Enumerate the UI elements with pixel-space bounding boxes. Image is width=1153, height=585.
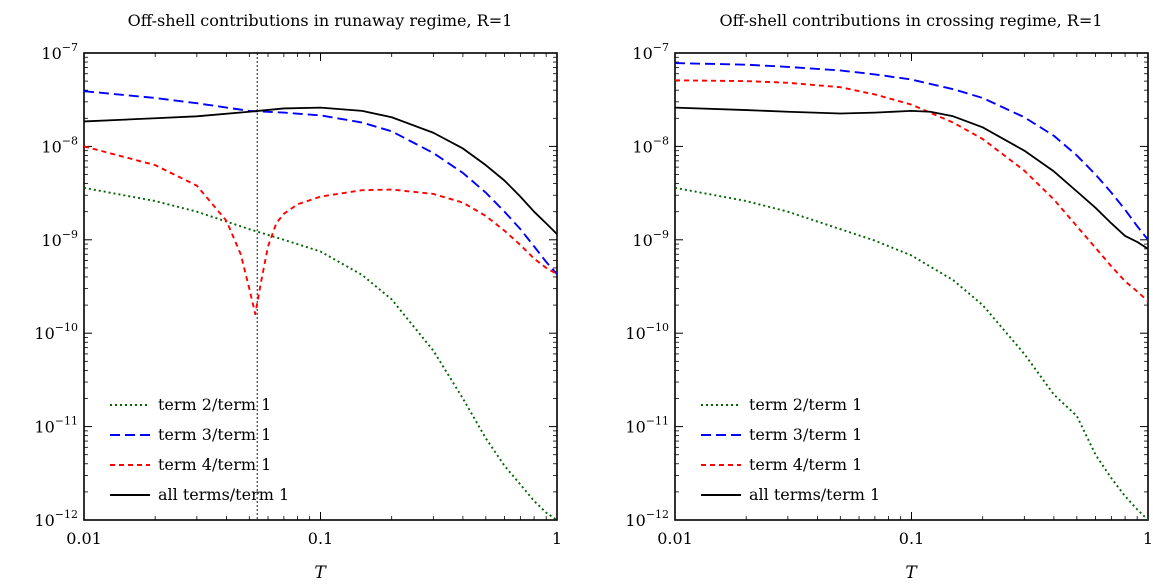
legend-label: term 2/term 1 bbox=[158, 395, 271, 414]
series-line-term-3-term-1 bbox=[675, 62, 1148, 241]
legend-label: all terms/term 1 bbox=[158, 485, 289, 504]
x-tick-label: 1 bbox=[552, 529, 562, 548]
y-tick-label: 10−7 bbox=[41, 41, 78, 63]
x-tick-label: 0.1 bbox=[308, 529, 333, 548]
y-tick-label: 10−12 bbox=[34, 508, 78, 530]
y-tick-label: 10−8 bbox=[41, 134, 78, 156]
y-tick-label: 10−9 bbox=[632, 228, 669, 250]
series-line-term-3-term-1 bbox=[84, 90, 557, 275]
y-ticks: 10−7 10−8 10−9 10−10 10−11 10−12 bbox=[625, 41, 1148, 530]
x-tick-label: 1 bbox=[1143, 529, 1153, 548]
y-tick-label: 10−11 bbox=[625, 415, 669, 437]
series-line-term-4-term-1 bbox=[84, 145, 557, 316]
series-lines bbox=[84, 53, 557, 520]
y-tick-label: 10−10 bbox=[625, 321, 669, 343]
plot-frame bbox=[83, 52, 558, 521]
x-axis-label: T bbox=[314, 563, 327, 583]
chart-panel-crossing: Off-shell contributions in crossing regi… bbox=[625, 11, 1153, 583]
y-tick-label: 10−9 bbox=[41, 228, 78, 250]
legend-label: term 4/term 1 bbox=[749, 455, 862, 474]
chart-panel-runaway: Off-shell contributions in runaway regim… bbox=[34, 11, 562, 583]
chart-title: Off-shell contributions in runaway regim… bbox=[128, 11, 513, 30]
legend-label: term 3/term 1 bbox=[158, 425, 271, 444]
y-tick-label: 10−11 bbox=[34, 415, 78, 437]
legend-label: term 2/term 1 bbox=[749, 395, 862, 414]
legend-label: term 3/term 1 bbox=[749, 425, 862, 444]
legend: term 2/term 1 term 3/term 1 term 4/term 1 a… bbox=[701, 395, 880, 504]
x-ticks: 0.01 0.1 1 bbox=[657, 53, 1153, 548]
series-line-term-4-term-1 bbox=[675, 79, 1148, 302]
legend: term 2/term 1 term 3/term 1 term 4/term 1 a… bbox=[110, 395, 289, 504]
y-tick-label: 10−8 bbox=[632, 134, 669, 156]
x-axis-label: T bbox=[905, 563, 918, 583]
series-line-all-terms-term-1 bbox=[84, 106, 557, 235]
legend-label: term 4/term 1 bbox=[158, 455, 271, 474]
y-tick-label: 10−12 bbox=[625, 508, 669, 530]
x-tick-label: 0.01 bbox=[66, 529, 102, 548]
y-tick-label: 10−10 bbox=[34, 321, 78, 343]
x-ticks: 0.01 0.1 1 bbox=[66, 53, 562, 548]
x-tick-label: 0.01 bbox=[657, 529, 693, 548]
series-line-term-2-term-1 bbox=[675, 186, 1148, 520]
chart-title: Off-shell contributions in crossing regi… bbox=[720, 11, 1103, 30]
y-ticks: 10−7 10−8 10−9 10−10 10−11 10−12 bbox=[34, 41, 557, 530]
y-tick-label: 10−7 bbox=[632, 41, 669, 63]
x-tick-label: 0.1 bbox=[899, 529, 924, 548]
plot-frame bbox=[674, 52, 1149, 521]
series-line-all-terms-term-1 bbox=[675, 106, 1148, 250]
legend-label: all terms/term 1 bbox=[749, 485, 880, 504]
series-line-term-2-term-1 bbox=[84, 186, 557, 520]
series-lines bbox=[675, 62, 1148, 520]
